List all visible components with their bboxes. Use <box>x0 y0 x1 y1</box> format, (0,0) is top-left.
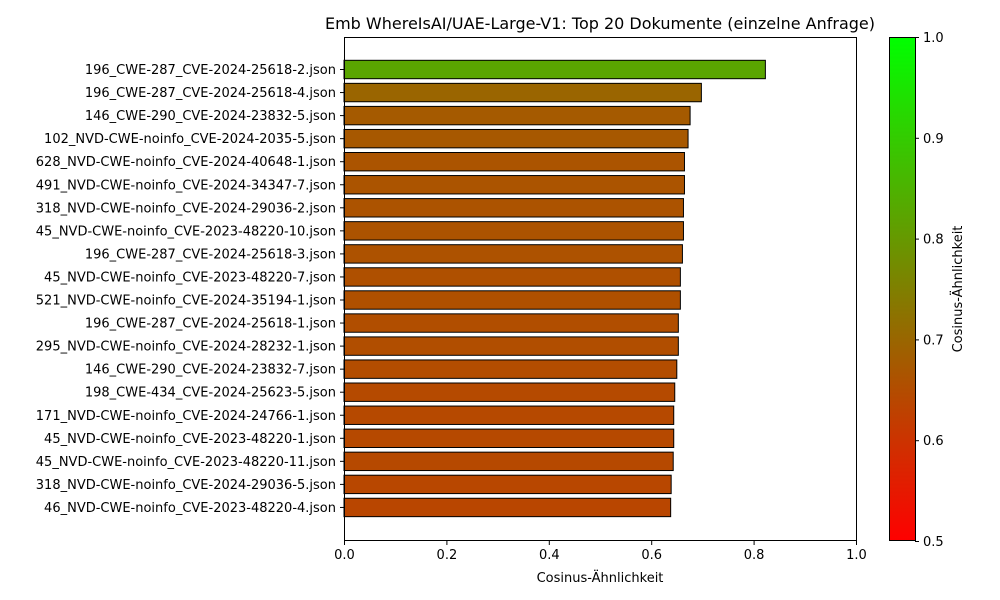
y-tick-label: 45_NVD-CWE-noinfo_CVE-2023-48220-7.json <box>44 270 336 285</box>
y-tick-label: 46_NVD-CWE-noinfo_CVE-2023-48220-4.json <box>44 501 336 516</box>
y-tick-label: 295_NVD-CWE-noinfo_CVE-2024-28232-1.json <box>36 340 336 355</box>
colorbar-tick-label: 0.5 <box>923 535 944 550</box>
x-tick-label: 0.8 <box>744 548 765 563</box>
y-tick-label: 146_CWE-290_CVE-2024-23832-5.json <box>85 109 336 124</box>
colorbar-tick-label: 0.7 <box>923 333 944 348</box>
y-tick-label: 318_NVD-CWE-noinfo_CVE-2024-29036-5.json <box>36 478 336 493</box>
x-axis: 0.0 0.2 0.4 0.6 0.8 1.0 <box>334 541 867 563</box>
x-tick-label: 0.6 <box>641 548 662 563</box>
bar <box>343 152 685 172</box>
x-axis-label: Cosinus-Ähnlichkeit <box>537 570 664 586</box>
y-tick-label: 45_NVD-CWE-noinfo_CVE-2023-48220-11.json <box>36 455 336 470</box>
colorbar: 0.5 0.6 0.7 0.8 0.9 1.0 Cosinus-Ähnlichkeit <box>889 31 966 550</box>
bar <box>343 244 683 264</box>
y-tick-label: 491_NVD-CWE-noinfo_CVE-2024-34347-7.json <box>36 178 336 193</box>
y-tick-labels: 196_CWE-287_CVE-2024-25618-2.json 196_CWE… <box>36 63 344 516</box>
chart-title: Emb WhereIsAI/UAE-Large-V1: Top 20 Dokum… <box>325 14 875 33</box>
y-tick-label: 196_CWE-287_CVE-2024-25618-4.json <box>85 86 336 101</box>
y-tick-label: 628_NVD-CWE-noinfo_CVE-2024-40648-1.json <box>36 155 336 170</box>
colorbar-tick-label: 0.6 <box>923 434 944 449</box>
y-tick-label: 45_NVD-CWE-noinfo_CVE-2023-48220-10.json <box>36 224 336 239</box>
bar <box>343 451 674 472</box>
x-tick-label: 1.0 <box>846 548 867 563</box>
colorbar-ticks: 0.5 0.6 0.7 0.8 0.9 1.0 <box>915 31 944 550</box>
bar <box>343 128 689 149</box>
colorbar-tick-label: 1.0 <box>923 31 944 46</box>
bar <box>343 382 676 402</box>
colorbar-tick-label: 0.9 <box>923 132 944 147</box>
bar <box>343 313 679 333</box>
y-tick-label: 146_CWE-290_CVE-2024-23832-7.json <box>85 363 336 378</box>
y-tick-label: 196_CWE-287_CVE-2024-25618-3.json <box>85 247 336 262</box>
y-tick-label: 171_NVD-CWE-noinfo_CVE-2024-24766-1.json <box>36 409 336 424</box>
x-tick-label: 0.4 <box>539 548 560 563</box>
bar <box>343 198 684 218</box>
bar <box>343 221 684 241</box>
y-tick-label: 318_NVD-CWE-noinfo_CVE-2024-29036-2.json <box>36 201 336 216</box>
plot-frame <box>344 37 857 541</box>
bar <box>343 175 685 195</box>
bar <box>343 336 679 356</box>
bar <box>343 105 691 126</box>
bar <box>343 59 766 80</box>
bar <box>343 359 678 379</box>
bars-group <box>343 59 766 518</box>
bar <box>343 497 672 518</box>
colorbar-gradient <box>889 37 915 541</box>
colorbar-frame <box>889 37 916 541</box>
bar <box>343 82 702 103</box>
y-tick-label: 198_CWE-434_CVE-2024-25623-5.json <box>85 386 336 401</box>
y-tick-label: 196_CWE-287_CVE-2024-25618-2.json <box>85 63 336 78</box>
bar <box>343 428 675 449</box>
colorbar-label: Cosinus-Ähnlichkeit <box>950 226 966 353</box>
bar <box>343 405 675 425</box>
x-tick-label: 0.2 <box>437 548 458 563</box>
y-tick-label: 521_NVD-CWE-noinfo_CVE-2024-35194-1.json <box>36 294 336 309</box>
y-tick-label: 102_NVD-CWE-noinfo_CVE-2024-2035-5.json <box>44 132 336 147</box>
colorbar-tick-label: 0.8 <box>923 233 944 248</box>
bar <box>343 267 681 287</box>
y-tick-label: 45_NVD-CWE-noinfo_CVE-2023-48220-1.json <box>44 432 336 447</box>
bar <box>343 474 672 495</box>
x-tick-label: 0.0 <box>334 548 355 563</box>
y-tick-label: 196_CWE-287_CVE-2024-25618-1.json <box>85 317 336 332</box>
bar <box>343 290 681 310</box>
